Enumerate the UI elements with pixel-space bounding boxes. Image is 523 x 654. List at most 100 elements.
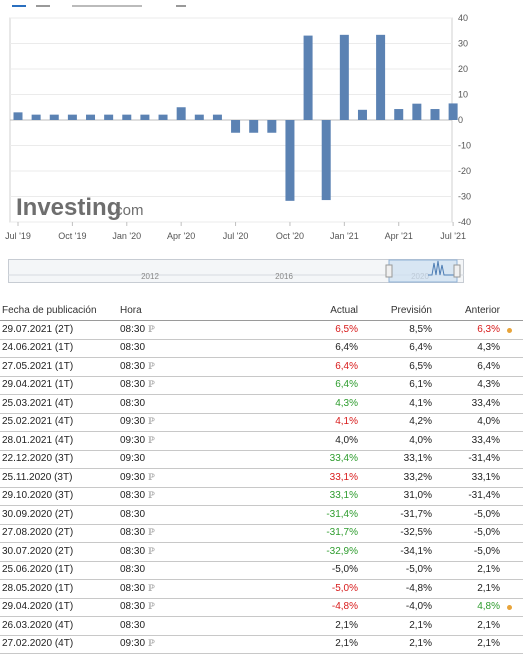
cell-date: 30.07.2020 (2T) (2, 545, 74, 557)
cell-forecast: 4,0% (409, 434, 432, 446)
cell-actual: 33,4% (329, 453, 358, 464)
header-date[interactable]: Fecha de publicación (2, 305, 97, 316)
chart-area: 40 30 20 10 0 -10 -20 -30 -40 Investing .com Jul '1… (0, 10, 523, 255)
header-previous[interactable]: Anterior (464, 305, 500, 316)
cell-actual: 2,1% (335, 619, 358, 631)
cell-date: 27.02.2020 (4T) (2, 638, 74, 649)
bar (267, 120, 277, 133)
cell-date: 25.11.2020 (3T) (2, 471, 73, 483)
y-tick-label: -30 (458, 192, 471, 202)
header-forecast[interactable]: Previsión (390, 305, 432, 316)
bar (412, 103, 422, 120)
preliminary-icon[interactable]: ℙ (148, 324, 155, 335)
table-row: 27.05.2021 (1T) 08:30 ℙ 6,4% 6,5% 6,4% (0, 358, 523, 377)
bar (158, 114, 168, 120)
preliminary-icon[interactable]: ℙ (148, 639, 155, 649)
cell-forecast: -34,1% (400, 545, 432, 557)
bar-chart-icon[interactable] (12, 0, 26, 7)
x-tick-label: Apr '21 (385, 231, 413, 241)
area-chart-icon[interactable] (36, 0, 50, 7)
cell-previous: 2,1% (477, 638, 500, 649)
bar (49, 114, 59, 120)
bar (86, 114, 96, 120)
bar (231, 120, 241, 133)
cell-forecast: 33,2% (403, 471, 432, 483)
cell-time: 08:30 ℙ (120, 360, 155, 372)
table-header: Fecha de publicación Hora Actual Previsi… (0, 302, 523, 321)
header-actual[interactable]: Actual (330, 305, 358, 316)
cell-previous: -5,0% (473, 508, 500, 520)
cell-previous: -31,4% (468, 490, 500, 501)
table-row: 28.01.2021 (4T) 09:30 ℙ 4,0% 4,0% 33,4% (0, 432, 523, 451)
cell-forecast: 2,1% (409, 638, 432, 649)
table-row: 27.08.2020 (2T) 08:30 ℙ -31,7% -32,5% -5,0% (0, 524, 523, 543)
cell-actual: 4,0% (335, 434, 358, 446)
table-row: 25.02.2021 (4T) 09:30 ℙ 4,1% 4,2% 4,0% (0, 413, 523, 432)
range-buttons[interactable] (72, 0, 142, 7)
table-row: 29.04.2021 (1T) 08:30 ℙ 6,4% 6,1% 4,3% (0, 376, 523, 395)
cell-date: 29.10.2020 (3T) (2, 490, 74, 501)
cell-forecast: 4,1% (409, 397, 432, 409)
revision-dot-icon[interactable] (507, 327, 512, 333)
cell-date: 27.08.2020 (2T) (2, 527, 74, 538)
bar (67, 114, 77, 120)
cell-time: 08:30 (120, 397, 146, 409)
preliminary-icon[interactable]: ℙ (148, 491, 155, 501)
bar (376, 34, 386, 120)
preliminary-icon[interactable]: ℙ (148, 602, 155, 612)
bar (212, 114, 222, 120)
cell-date: 24.06.2021 (1T) (2, 342, 74, 353)
table-row: 30.09.2020 (2T) 08:30 -31,4% -31,7% -5,0% (0, 506, 523, 525)
cell-forecast: -31,7% (400, 508, 432, 520)
cell-date: 28.05.2020 (1T) (2, 582, 74, 594)
cell-time: 09:30 ℙ (120, 471, 155, 483)
watermark-suffix: .com (111, 202, 144, 219)
table-row: 24.06.2021 (1T) 08:30 6,4% 6,4% 4,3% (0, 339, 523, 358)
range-navigator[interactable]: 201220162020 (8, 259, 464, 283)
cell-date: 28.01.2021 (4T) (2, 434, 74, 446)
table-row: 29.07.2021 (2T) 08:30 ℙ 6,5% 8,5% 6,3% (0, 321, 523, 340)
bar (13, 112, 23, 120)
preliminary-icon[interactable]: ℙ (148, 417, 155, 427)
cell-actual: 4,3% (335, 397, 358, 409)
preliminary-icon[interactable]: ℙ (148, 528, 155, 538)
cell-date: 25.02.2021 (4T) (2, 416, 74, 427)
bar (140, 114, 150, 120)
chart-toolbar (0, 0, 523, 10)
preliminary-icon[interactable]: ℙ (148, 380, 155, 390)
y-tick-label: -20 (458, 166, 471, 176)
cell-date: 22.12.2020 (3T) (2, 453, 74, 464)
cell-time: 09:30 ℙ (120, 416, 155, 427)
preliminary-icon[interactable]: ℙ (148, 546, 155, 557)
y-tick-label: 30 (458, 39, 468, 49)
cell-time: 08:30 ℙ (120, 527, 155, 538)
revision-dot-icon[interactable] (507, 605, 512, 610)
preliminary-icon[interactable]: ℙ (148, 435, 155, 446)
cell-forecast: 4,2% (409, 416, 432, 427)
cell-actual: 4,1% (335, 416, 358, 427)
table-row: 29.10.2020 (3T) 08:30 ℙ 33,1% 31,0% -31,4% (0, 487, 523, 506)
navigator-handle-right[interactable] (453, 264, 461, 278)
preliminary-icon[interactable]: ℙ (148, 472, 155, 483)
cell-actual: -4,8% (331, 601, 358, 612)
cell-forecast: 2,1% (409, 619, 432, 631)
cell-actual: 33,1% (329, 490, 358, 501)
y-tick-label: 40 (458, 13, 468, 23)
navigator-year-label: 2016 (275, 272, 293, 281)
header-time[interactable]: Hora (120, 305, 142, 316)
preliminary-icon[interactable]: ℙ (148, 361, 155, 372)
table-row: 25.11.2020 (3T) 09:30 ℙ 33,1% 33,2% 33,1% (0, 469, 523, 488)
cell-date: 29.07.2021 (2T) (2, 323, 74, 335)
table-row: 29.04.2020 (1T) 08:30 ℙ -4,8% -4,0% 4,8% (0, 598, 523, 617)
navigator-handle-left[interactable] (385, 264, 393, 278)
cell-actual: 6,4% (335, 360, 358, 372)
navigator-selection[interactable] (388, 259, 458, 283)
x-tick-label: Oct '19 (58, 231, 86, 241)
calendar-icon[interactable] (176, 0, 186, 7)
y-tick-label: 20 (458, 64, 468, 74)
navigator-year-label: 2012 (141, 272, 159, 281)
table-row: 22.12.2020 (3T) 09:30 33,4% 33,1% -31,4% (0, 450, 523, 469)
bar (339, 34, 349, 120)
preliminary-icon[interactable]: ℙ (148, 583, 155, 594)
y-tick-label: -40 (458, 217, 471, 227)
